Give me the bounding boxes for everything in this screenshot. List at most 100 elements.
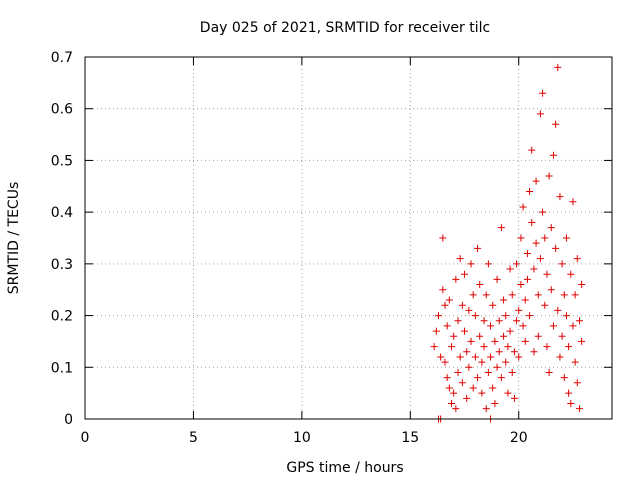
x-tick-label: 0: [81, 430, 90, 446]
data-point: [513, 317, 521, 325]
data-point: [543, 270, 551, 278]
data-point: [539, 208, 547, 216]
data-point: [430, 343, 438, 351]
data-point: [467, 260, 475, 268]
data-point: [523, 275, 531, 283]
data-point: [552, 120, 560, 128]
y-tick-label: 0.1: [51, 360, 73, 376]
data-point: [435, 312, 443, 320]
data-point: [530, 265, 538, 273]
data-point: [452, 275, 460, 283]
data-point: [491, 337, 499, 345]
y-tick-label: 0.4: [51, 205, 73, 221]
data-point: [539, 89, 547, 97]
data-point: [476, 332, 484, 340]
data-point: [456, 353, 464, 361]
data-point: [469, 291, 477, 299]
data-point: [506, 265, 514, 273]
y-axis-label: SRMTID / TECUs: [6, 182, 22, 295]
data-point: [432, 327, 440, 335]
data-point: [554, 63, 562, 71]
data-point: [571, 291, 579, 299]
data-point: [578, 281, 586, 289]
x-axis-label: GPS time / hours: [286, 460, 403, 476]
data-point: [508, 368, 516, 376]
data-point: [549, 322, 557, 330]
y-tick-label: 0.7: [51, 50, 73, 66]
y-tick-label: 0.5: [51, 153, 73, 169]
data-point: [437, 353, 445, 361]
data-point: [528, 218, 536, 226]
data-point: [532, 177, 540, 185]
data-point: [489, 301, 497, 309]
data-point: [463, 348, 471, 356]
x-tick-label: 15: [401, 430, 419, 446]
data-point: [510, 348, 518, 356]
data-point: [497, 374, 505, 382]
data-point: [469, 384, 477, 392]
data-point: [500, 296, 508, 304]
data-point: [450, 332, 458, 340]
data-point: [558, 332, 566, 340]
data-point: [523, 250, 531, 258]
data-point: [497, 224, 505, 232]
data-point: [569, 198, 577, 206]
data-point: [502, 358, 510, 366]
data-point: [491, 399, 499, 407]
data-point: [504, 389, 512, 397]
data-points: [430, 63, 586, 423]
data-point: [521, 296, 529, 304]
data-point: [549, 151, 557, 159]
data-point: [478, 389, 486, 397]
y-tick-label: 0.6: [51, 102, 73, 118]
data-point: [536, 110, 544, 118]
data-point: [474, 374, 482, 382]
data-point: [445, 296, 453, 304]
y-tick-label: 0: [64, 412, 73, 428]
data-point: [547, 224, 555, 232]
data-point: [543, 343, 551, 351]
data-point: [493, 363, 501, 371]
data-point: [439, 286, 447, 294]
data-point: [558, 260, 566, 268]
data-point: [545, 172, 553, 180]
data-point: [456, 255, 464, 263]
data-point: [552, 244, 560, 252]
data-point: [556, 353, 564, 361]
data-point: [510, 394, 518, 402]
data-point: [441, 358, 449, 366]
data-point: [495, 317, 503, 325]
data-point: [504, 343, 512, 351]
data-point: [476, 281, 484, 289]
data-point: [545, 368, 553, 376]
plot-frame: [84, 56, 613, 420]
data-point: [461, 327, 469, 335]
data-point: [443, 374, 451, 382]
axis-ticks: 0 0.1 0.2 0.3 0.4 0.5 0.6 0.7 0 5 10 15 20: [51, 50, 612, 446]
data-point: [465, 363, 473, 371]
data-point: [439, 234, 447, 242]
x-tick-label: 20: [510, 430, 528, 446]
data-point: [575, 317, 583, 325]
data-point: [458, 379, 466, 387]
data-point: [487, 322, 495, 330]
data-point: [474, 244, 482, 252]
data-point: [489, 384, 497, 392]
chart-title: Day 025 of 2021, SRMTID for receiver til…: [200, 20, 490, 36]
data-point: [495, 348, 503, 356]
data-point: [500, 332, 508, 340]
data-point: [532, 239, 540, 247]
data-point: [471, 312, 479, 320]
data-point: [578, 337, 586, 345]
data-point: [508, 291, 516, 299]
data-point: [463, 394, 471, 402]
data-point: [534, 291, 542, 299]
data-point: [450, 389, 458, 397]
data-point: [493, 275, 501, 283]
data-point: [480, 317, 488, 325]
data-point: [513, 260, 521, 268]
data-point: [515, 353, 523, 361]
data-point: [487, 353, 495, 361]
